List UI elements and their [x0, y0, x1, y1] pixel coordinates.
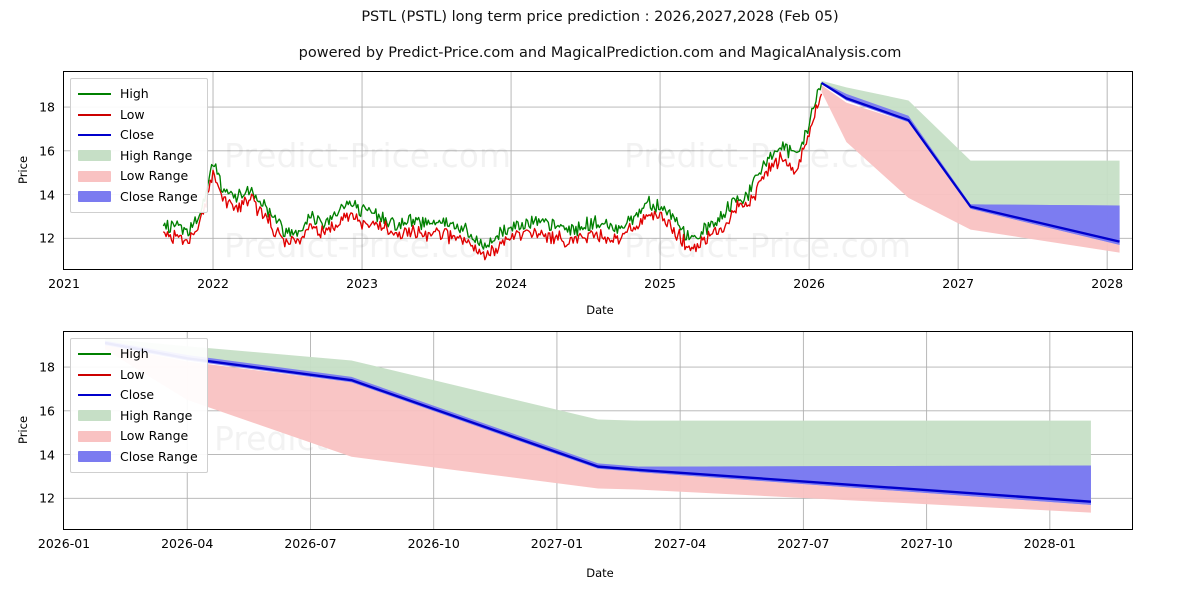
- legend-label: High: [120, 86, 149, 101]
- legend-swatch-high-icon: [78, 347, 111, 361]
- x-tick-label: 2026-04: [161, 536, 214, 551]
- watermark: Predict-Price.com: [624, 226, 911, 265]
- bottom-x-axis-label: Date: [586, 566, 614, 580]
- legend-swatch-low-icon: [78, 108, 111, 122]
- legend-item-high-range: High Range: [78, 146, 198, 167]
- x-tick-label: 2027-01: [530, 536, 584, 551]
- watermark: Predict-Price.com: [224, 226, 511, 265]
- page-subtitle: powered by Predict-Price.com and Magical…: [298, 45, 902, 61]
- legend-label: Low Range: [120, 428, 189, 443]
- legend-item-low-range: Low Range: [78, 426, 198, 447]
- x-tick-label: 2024: [495, 276, 527, 291]
- legend-label: Low Range: [120, 168, 189, 183]
- y-tick-label: 16: [39, 143, 55, 159]
- x-tick-label: 2026: [793, 276, 826, 291]
- legend-label: Close Range: [120, 188, 198, 204]
- legend-label: Close: [120, 387, 155, 402]
- legend-swatch-low-range-icon: [78, 170, 111, 182]
- x-tick-label: 2025: [644, 276, 676, 291]
- legend-swatch-low-icon: [78, 368, 111, 382]
- top-chart-svg: Predict-Price.com Predict-Price.com Predic…: [64, 72, 1132, 269]
- legend-item-close-range: Close Range: [78, 187, 198, 208]
- top-x-axis-label: Date: [586, 303, 614, 317]
- bottom-chart-legend: High Low Close High Range Low Range Close Ran…: [70, 338, 208, 473]
- legend-item-low: Low: [78, 365, 198, 386]
- legend-label: High Range: [120, 407, 193, 423]
- legend-swatch-high-range-icon: [78, 410, 111, 422]
- watermark: Predict-Price.com: [224, 136, 511, 175]
- legend-swatch-close-range-icon: [78, 451, 111, 463]
- x-tick-label: 2027-04: [654, 536, 707, 551]
- legend-label: Low: [120, 106, 145, 122]
- top-chart-legend: High Low Close High Range Low Range Close Ran…: [70, 78, 208, 213]
- x-tick-label: 2027-07: [777, 536, 830, 551]
- top-plot-area: Predict-Price.com Predict-Price.com Predic…: [63, 71, 1133, 270]
- legend-item-high-range: High Range: [78, 406, 198, 427]
- legend-swatch-high-range-icon: [78, 150, 111, 162]
- legend-item-close: Close: [78, 385, 198, 406]
- legend-label: Close: [120, 127, 155, 142]
- legend-item-close-range: Close Range: [78, 447, 198, 468]
- x-tick-label: 2023: [346, 276, 378, 291]
- y-tick-label: 18: [39, 359, 55, 375]
- x-tick-label: 2027-10: [900, 536, 953, 551]
- legend-swatch-high-icon: [78, 87, 111, 101]
- legend-swatch-close-icon: [78, 388, 111, 402]
- legend-item-close: Close: [78, 125, 198, 146]
- x-tick-label: 2026-01: [37, 536, 91, 551]
- y-tick-label: 18: [39, 99, 55, 115]
- legend-item-low-range: Low Range: [78, 166, 198, 187]
- legend-label: High Range: [120, 147, 193, 163]
- legend-item-high: High: [78, 344, 198, 365]
- x-tick-label: 2028: [1091, 276, 1124, 291]
- y-tick-label: 14: [39, 447, 55, 463]
- legend-label: High: [120, 346, 149, 361]
- y-tick-label: 14: [39, 187, 55, 203]
- legend-item-low: Low: [78, 105, 198, 126]
- legend-label: Low: [120, 366, 145, 382]
- x-tick-label: 2022: [197, 276, 229, 291]
- page-title: PSTL (PSTL) long term price prediction :…: [361, 9, 839, 25]
- x-tick-label: 2027: [942, 276, 975, 291]
- y-tick-label: 12: [39, 490, 55, 506]
- y-tick-label: 16: [39, 403, 55, 419]
- legend-swatch-close-range-icon: [78, 191, 111, 203]
- x-tick-label: 2028-01: [1023, 536, 1076, 551]
- x-tick-label: 2026-10: [407, 536, 460, 551]
- y-tick-label: 12: [39, 230, 55, 246]
- legend-label: Close Range: [120, 448, 198, 464]
- legend-item-high: High: [78, 84, 198, 105]
- legend-swatch-low-range-icon: [78, 430, 111, 442]
- legend-swatch-close-icon: [78, 128, 111, 142]
- x-tick-label: 2026-07: [284, 536, 337, 551]
- x-tick-label: 2021: [48, 276, 80, 291]
